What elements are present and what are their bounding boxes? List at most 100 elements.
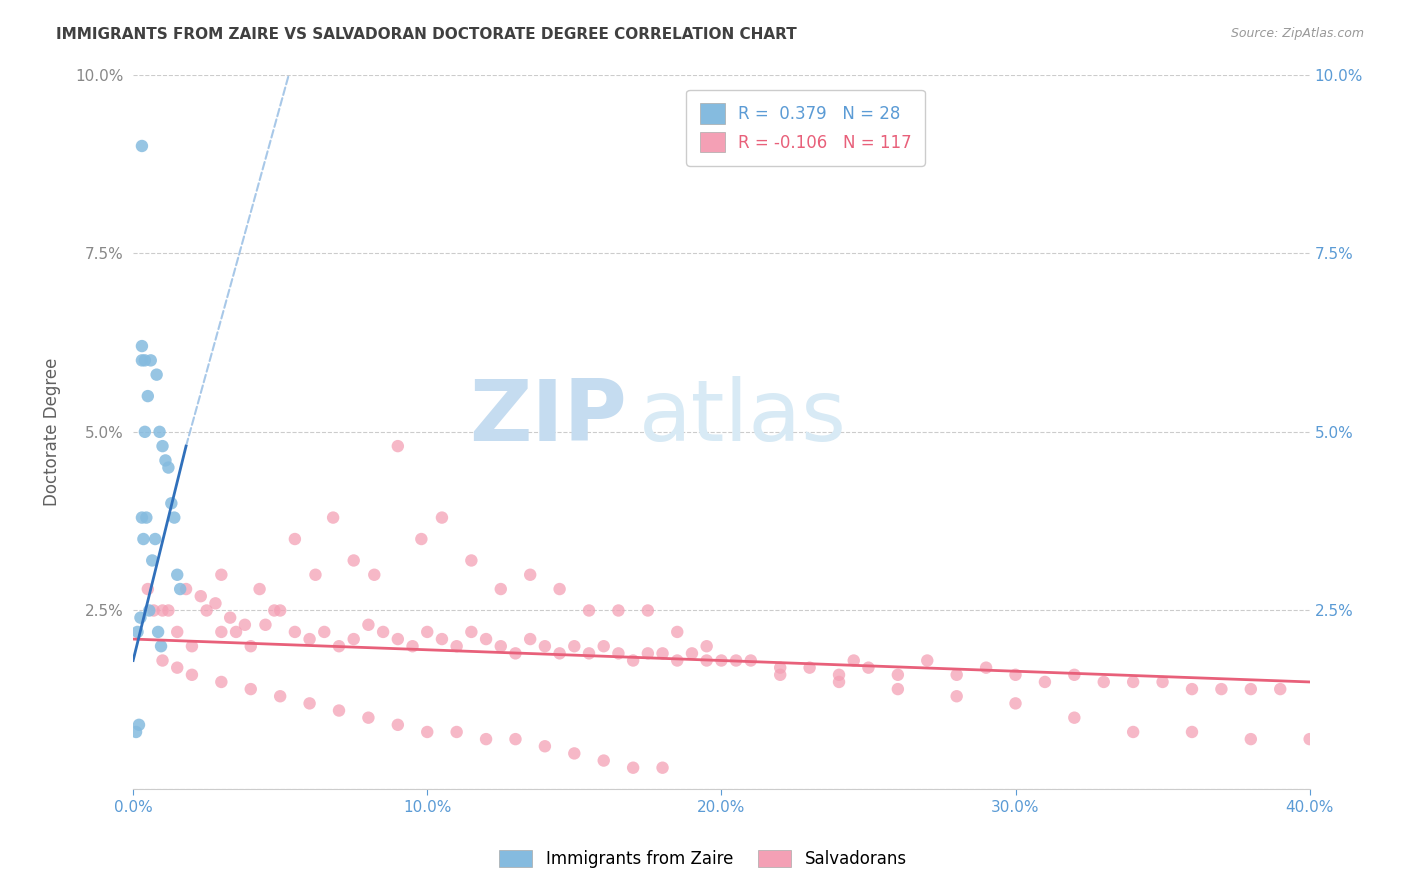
Point	[475, 632, 498, 646]
Point	[887, 668, 910, 682]
Point	[489, 639, 512, 653]
Point	[314, 624, 336, 639]
Text: Source: ZipAtlas.com: Source: ZipAtlas.com	[1230, 27, 1364, 40]
Point	[416, 624, 439, 639]
Point	[131, 339, 153, 353]
Point	[125, 725, 148, 739]
Point	[298, 697, 321, 711]
Point	[489, 582, 512, 596]
Point	[505, 646, 527, 660]
Point	[357, 711, 380, 725]
Point	[148, 425, 170, 439]
Point	[621, 653, 644, 667]
Point	[505, 732, 527, 747]
Point	[152, 603, 174, 617]
Text: ZIP: ZIP	[470, 376, 627, 459]
Point	[1063, 711, 1085, 725]
Point	[740, 653, 762, 667]
Point	[607, 603, 630, 617]
Point	[204, 596, 226, 610]
Point	[249, 582, 271, 596]
Point	[152, 653, 174, 667]
Legend: R =  0.379   N = 28, R = -0.106   N = 117: R = 0.379 N = 28, R = -0.106 N = 117	[686, 90, 925, 166]
Point	[974, 660, 997, 674]
Point	[1033, 675, 1056, 690]
Point	[519, 567, 541, 582]
Point	[239, 639, 262, 653]
Point	[1152, 675, 1174, 690]
Point	[157, 603, 180, 617]
Point	[430, 510, 453, 524]
Point	[828, 675, 851, 690]
Point	[446, 639, 468, 653]
Text: atlas: atlas	[638, 376, 846, 459]
Point	[1240, 682, 1263, 697]
Point	[1240, 732, 1263, 747]
Point	[127, 624, 149, 639]
Point	[917, 653, 939, 667]
Point	[666, 624, 689, 639]
Point	[132, 532, 155, 546]
Point	[401, 639, 423, 653]
Point	[1063, 668, 1085, 682]
Point	[519, 632, 541, 646]
Point	[681, 646, 703, 660]
Point	[562, 639, 585, 653]
Point	[387, 632, 409, 646]
Point	[578, 603, 600, 617]
Point	[799, 660, 821, 674]
Point	[430, 632, 453, 646]
Point	[387, 718, 409, 732]
Point	[160, 496, 183, 510]
Text: IMMIGRANTS FROM ZAIRE VS SALVADORAN DOCTORATE DEGREE CORRELATION CHART: IMMIGRANTS FROM ZAIRE VS SALVADORAN DOCT…	[56, 27, 797, 42]
Point	[562, 747, 585, 761]
Point	[166, 567, 188, 582]
Point	[651, 646, 673, 660]
Point	[769, 660, 792, 674]
Point	[696, 653, 718, 667]
Point	[1181, 682, 1204, 697]
Point	[134, 353, 156, 368]
Point	[548, 646, 571, 660]
Point	[263, 603, 285, 617]
Point	[134, 425, 156, 439]
Point	[637, 603, 659, 617]
Point	[284, 532, 307, 546]
Point	[387, 439, 409, 453]
Point	[155, 453, 177, 467]
Point	[181, 668, 204, 682]
Point	[219, 610, 242, 624]
Point	[621, 761, 644, 775]
Point	[136, 389, 159, 403]
Point	[166, 660, 188, 674]
Point	[233, 617, 256, 632]
Point	[152, 439, 174, 453]
Point	[842, 653, 865, 667]
Point	[129, 610, 152, 624]
Point	[128, 718, 150, 732]
Point	[146, 624, 169, 639]
Point	[138, 603, 160, 617]
Point	[131, 510, 153, 524]
Point	[195, 603, 218, 617]
Point	[725, 653, 748, 667]
Point	[1004, 668, 1026, 682]
Point	[607, 646, 630, 660]
Point	[1122, 725, 1144, 739]
Point	[131, 353, 153, 368]
Point	[150, 639, 173, 653]
Point	[145, 368, 167, 382]
Point	[446, 725, 468, 739]
Point	[239, 682, 262, 697]
Point	[209, 567, 232, 582]
Point	[1092, 675, 1115, 690]
Point	[136, 582, 159, 596]
Point	[828, 668, 851, 682]
Point	[1270, 682, 1292, 697]
Point	[769, 668, 792, 682]
Point	[163, 510, 186, 524]
Point	[143, 532, 166, 546]
Point	[637, 646, 659, 660]
Y-axis label: Doctorate Degree: Doctorate Degree	[44, 358, 60, 506]
Point	[343, 553, 366, 567]
